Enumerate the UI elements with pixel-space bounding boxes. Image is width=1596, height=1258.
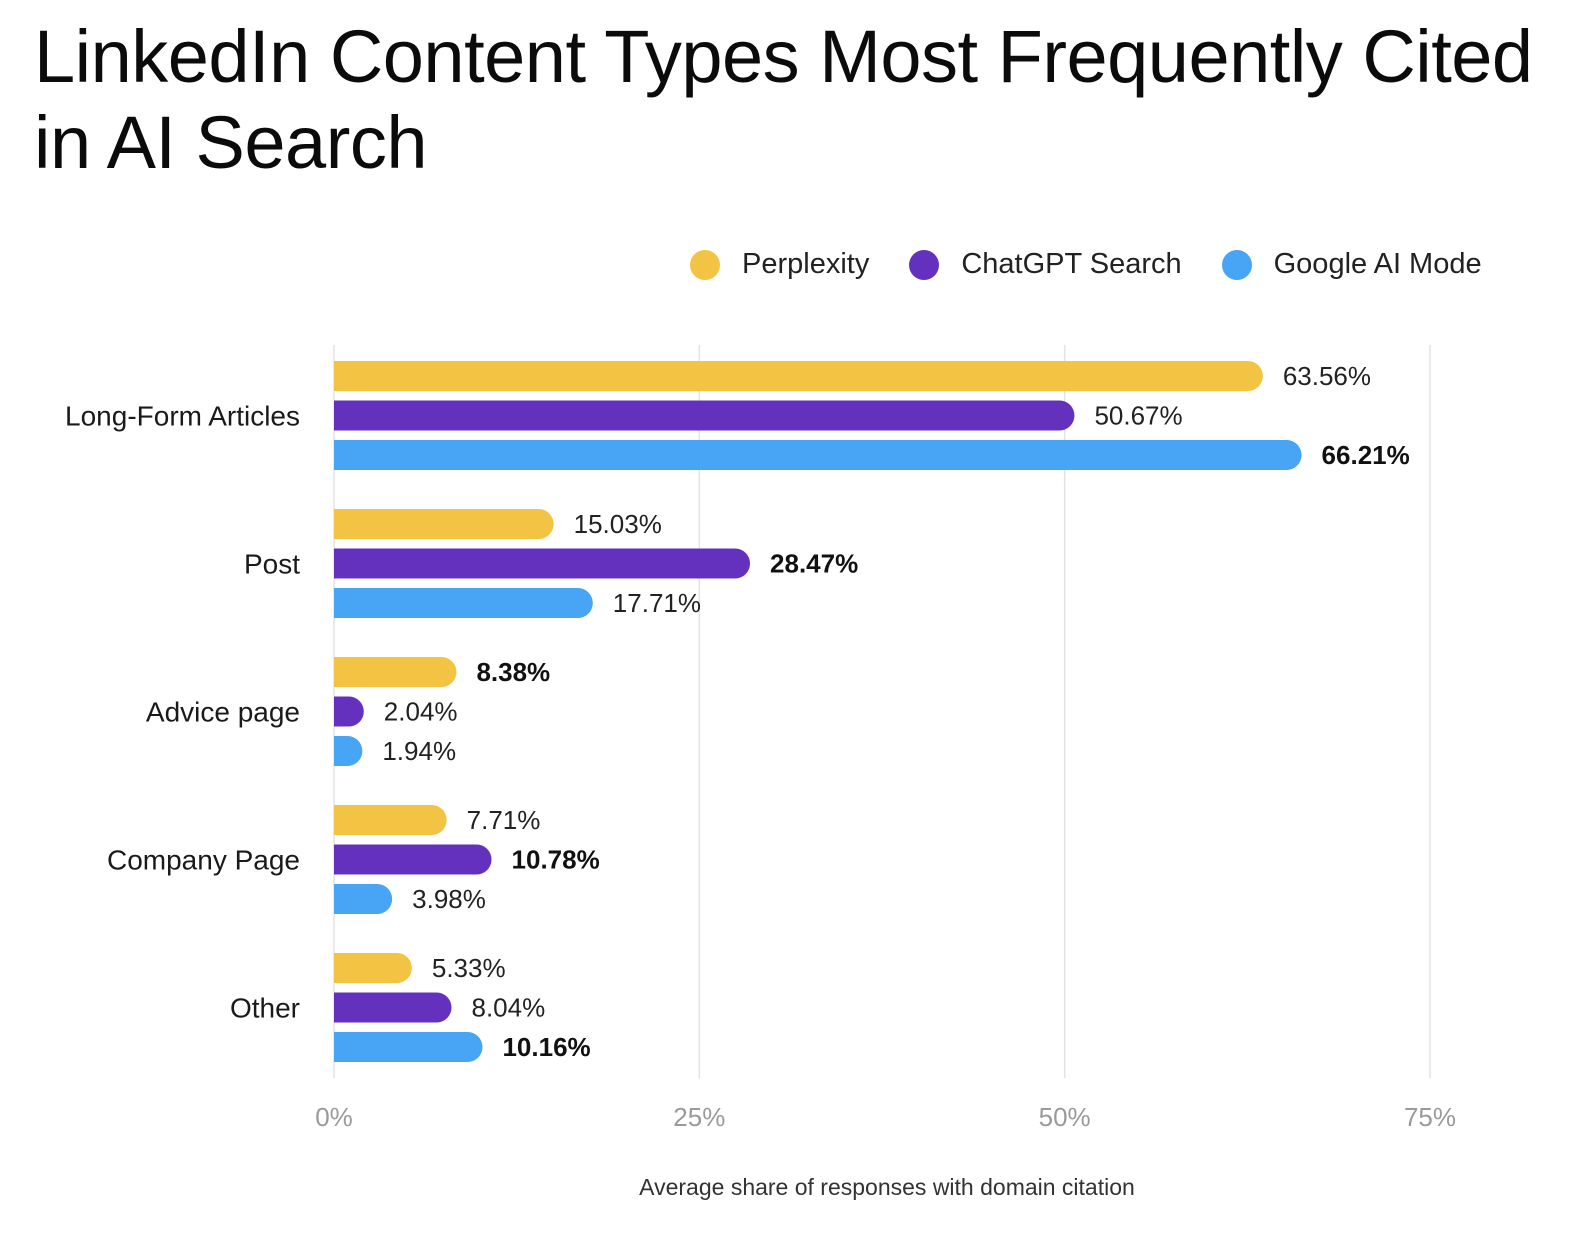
x-axis-title: Average share of responses with domain c… <box>639 1174 1135 1200</box>
data-label: 66.21% <box>1322 440 1410 470</box>
x-tick-label: 25% <box>673 1102 725 1132</box>
x-tick-label: 50% <box>1039 1102 1091 1132</box>
bar-perplexity <box>334 953 412 984</box>
data-label: 10.78% <box>512 845 600 875</box>
bar-chatgpt-search <box>334 548 751 579</box>
legend-swatch <box>909 249 940 280</box>
category-label: Post <box>244 549 300 580</box>
data-label: 28.47% <box>770 549 858 579</box>
legend-item: ChatGPT Search <box>909 248 1182 281</box>
bar-perplexity <box>334 805 447 835</box>
legend-label: Perplexity <box>742 248 870 280</box>
data-label: 2.04% <box>384 697 458 727</box>
legend-swatch <box>690 249 720 280</box>
legend-label: Google AI Mode <box>1273 248 1482 280</box>
data-label: 63.56% <box>1283 361 1371 391</box>
data-label: 5.33% <box>432 953 506 983</box>
bar-google-ai-mode <box>334 588 593 618</box>
bar-perplexity <box>334 361 1263 391</box>
x-tick-label: 0% <box>315 1102 353 1132</box>
bar-chatgpt-search <box>334 844 492 875</box>
bar-perplexity <box>334 657 457 687</box>
legend-swatch <box>1221 249 1252 280</box>
bar-chatgpt-search <box>334 400 1075 431</box>
category-label: Other <box>230 993 300 1024</box>
bar-google-ai-mode <box>334 884 393 914</box>
legend-item: Google AI Mode <box>1221 248 1482 281</box>
category-label: Advice page <box>146 697 300 728</box>
bar-google-ai-mode <box>334 1032 483 1062</box>
bar-google-ai-mode <box>334 440 1302 470</box>
data-label: 50.67% <box>1094 401 1182 431</box>
chart-title: LinkedIn Content Types Most Frequently C… <box>34 15 1533 184</box>
bar-perplexity <box>334 509 554 539</box>
data-label: 17.71% <box>613 588 701 618</box>
category-label: Long-Form Articles <box>65 401 300 432</box>
data-label: 1.94% <box>382 736 456 766</box>
bar-google-ai-mode <box>334 736 363 766</box>
legend: Perplexity ChatGPT Search Google AI Mode <box>690 248 1522 281</box>
bar-chatgpt-search <box>334 992 452 1023</box>
data-label: 8.38% <box>476 657 550 687</box>
data-label: 7.71% <box>467 805 541 835</box>
x-tick-label: 75% <box>1404 1102 1456 1132</box>
bar-chatgpt-search <box>334 696 364 727</box>
data-label: 10.16% <box>502 1032 590 1062</box>
legend-label: ChatGPT Search <box>961 248 1182 280</box>
legend-item: Perplexity <box>690 248 869 281</box>
data-label: 15.03% <box>574 509 662 539</box>
data-label: 3.98% <box>412 884 486 914</box>
category-label: Company Page <box>107 845 300 876</box>
data-label: 8.04% <box>471 993 545 1023</box>
